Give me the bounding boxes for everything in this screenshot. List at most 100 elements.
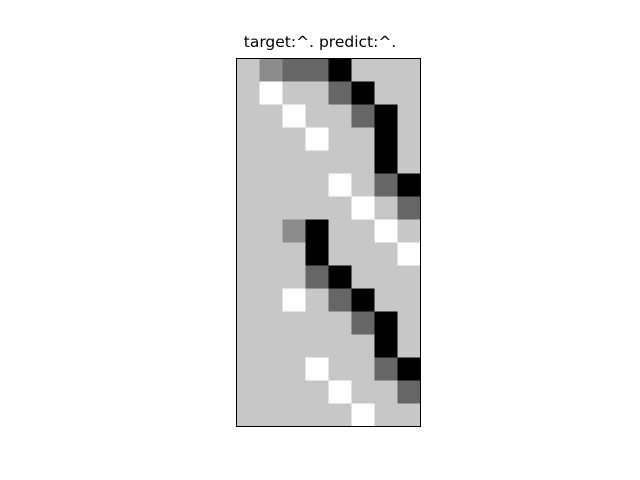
heatmap-cell-r12-c6: [374, 334, 398, 358]
heatmap-cell-r7-c4: [328, 219, 352, 243]
heatmap-cell-r4-c1: [259, 150, 283, 174]
heatmap-cell-r2-c7: [397, 104, 421, 128]
heatmap-cell-r0-c5: [351, 58, 375, 82]
heatmap-cell-r14-c6: [374, 380, 398, 404]
heatmap-cell-r13-c0: [236, 357, 260, 381]
heatmap-cell-r5-c1: [259, 173, 283, 197]
chart-title: target:^. predict:^.: [243, 33, 397, 51]
heatmap-cell-r0-c1: [259, 58, 283, 82]
heatmap-cell-r8-c0: [236, 242, 260, 266]
heatmap-cell-r5-c3: [305, 173, 329, 197]
heatmap-cell-r0-c2: [282, 58, 306, 82]
heatmap-cell-r5-c4: [328, 173, 352, 197]
heatmap-cell-r14-c5: [351, 380, 375, 404]
heatmap-cell-r7-c5: [351, 219, 375, 243]
heatmap-cell-r4-c7: [397, 150, 421, 174]
heatmap-cell-r11-c2: [282, 311, 306, 335]
heatmap-cell-r6-c6: [374, 196, 398, 220]
heatmap-cell-r14-c4: [328, 380, 352, 404]
heatmap-cell-r10-c3: [305, 288, 329, 312]
heatmap-cell-r14-c1: [259, 380, 283, 404]
heatmap-cell-r2-c3: [305, 104, 329, 128]
heatmap-cell-r12-c2: [282, 334, 306, 358]
heatmap-cell-r6-c2: [282, 196, 306, 220]
heatmap-cell-r6-c1: [259, 196, 283, 220]
heatmap-cell-r13-c5: [351, 357, 375, 381]
heatmap-cell-r0-c6: [374, 58, 398, 82]
heatmap-cell-r6-c0: [236, 196, 260, 220]
heatmap-cell-r15-c7: [397, 403, 421, 427]
heatmap-cell-r1-c1: [259, 81, 283, 105]
heatmap-cells: [236, 58, 421, 427]
heatmap-cell-r9-c0: [236, 265, 260, 289]
heatmap-cell-r9-c3: [305, 265, 329, 289]
heatmap-cell-r12-c5: [351, 334, 375, 358]
heatmap-cell-r11-c5: [351, 311, 375, 335]
heatmap-cell-r12-c4: [328, 334, 352, 358]
heatmap-cell-r1-c3: [305, 81, 329, 105]
heatmap-cell-r4-c5: [351, 150, 375, 174]
heatmap-cell-r4-c4: [328, 150, 352, 174]
heatmap-cell-r3-c0: [236, 127, 260, 151]
heatmap-cell-r11-c4: [328, 311, 352, 335]
heatmap-cell-r11-c0: [236, 311, 260, 335]
heatmap-cell-r11-c1: [259, 311, 283, 335]
heatmap-cell-r15-c2: [282, 403, 306, 427]
heatmap-cell-r6-c7: [397, 196, 421, 220]
heatmap-cell-r3-c5: [351, 127, 375, 151]
heatmap-cell-r14-c0: [236, 380, 260, 404]
heatmap-cell-r5-c5: [351, 173, 375, 197]
heatmap-cell-r3-c3: [305, 127, 329, 151]
heatmap-cell-r3-c1: [259, 127, 283, 151]
heatmap-cell-r2-c2: [282, 104, 306, 128]
heatmap-cell-r15-c0: [236, 403, 260, 427]
heatmap-cell-r11-c3: [305, 311, 329, 335]
heatmap-cell-r2-c0: [236, 104, 260, 128]
heatmap-cell-r8-c4: [328, 242, 352, 266]
heatmap-cell-r2-c6: [374, 104, 398, 128]
heatmap-cell-r2-c1: [259, 104, 283, 128]
heatmap-cell-r13-c1: [259, 357, 283, 381]
heatmap-cell-r4-c3: [305, 150, 329, 174]
heatmap-cell-r8-c6: [374, 242, 398, 266]
heatmap-cell-r5-c7: [397, 173, 421, 197]
heatmap-cell-r8-c2: [282, 242, 306, 266]
heatmap-cell-r4-c6: [374, 150, 398, 174]
heatmap-cell-r9-c7: [397, 265, 421, 289]
heatmap-cell-r9-c1: [259, 265, 283, 289]
heatmap-cell-r5-c6: [374, 173, 398, 197]
heatmap-cell-r3-c4: [328, 127, 352, 151]
heatmap-cell-r4-c0: [236, 150, 260, 174]
heatmap-cell-r15-c1: [259, 403, 283, 427]
heatmap-cell-r4-c2: [282, 150, 306, 174]
heatmap-cell-r9-c6: [374, 265, 398, 289]
heatmap-cell-r14-c7: [397, 380, 421, 404]
heatmap-cell-r3-c7: [397, 127, 421, 151]
heatmap-cell-r1-c0: [236, 81, 260, 105]
heatmap-cell-r7-c3: [305, 219, 329, 243]
heatmap-cell-r0-c3: [305, 58, 329, 82]
heatmap-cell-r6-c4: [328, 196, 352, 220]
heatmap-cell-r15-c3: [305, 403, 329, 427]
heatmap-cell-r8-c5: [351, 242, 375, 266]
heatmap-cell-r8-c3: [305, 242, 329, 266]
heatmap-cell-r2-c4: [328, 104, 352, 128]
heatmap-cell-r10-c4: [328, 288, 352, 312]
heatmap-cell-r10-c1: [259, 288, 283, 312]
heatmap-cell-r10-c7: [397, 288, 421, 312]
heatmap-cell-r13-c4: [328, 357, 352, 381]
heatmap-cell-r1-c5: [351, 81, 375, 105]
heatmap-cell-r7-c1: [259, 219, 283, 243]
heatmap-cell-r0-c4: [328, 58, 352, 82]
heatmap-cell-r10-c6: [374, 288, 398, 312]
heatmap-cell-r1-c4: [328, 81, 352, 105]
heatmap-cell-r10-c2: [282, 288, 306, 312]
heatmap-cell-r14-c3: [305, 380, 329, 404]
heatmap-cell-r3-c6: [374, 127, 398, 151]
heatmap-cell-r3-c2: [282, 127, 306, 151]
heatmap-cell-r11-c6: [374, 311, 398, 335]
heatmap-cell-r2-c5: [351, 104, 375, 128]
heatmap-cell-r1-c6: [374, 81, 398, 105]
heatmap-cell-r15-c4: [328, 403, 352, 427]
